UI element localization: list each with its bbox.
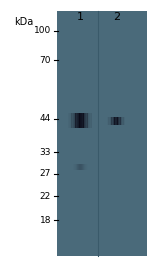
Bar [78, 113, 79, 128]
Bar [109, 117, 110, 125]
Bar [74, 164, 75, 170]
Bar [77, 113, 78, 128]
Bar [89, 113, 90, 128]
Bar [75, 113, 76, 128]
Bar [120, 117, 121, 125]
Bar [84, 113, 85, 128]
Bar [124, 117, 125, 125]
Text: 22: 22 [40, 192, 51, 201]
Text: kDa: kDa [14, 17, 33, 27]
Text: 100: 100 [34, 26, 51, 35]
Bar [82, 164, 83, 170]
Bar [115, 117, 116, 125]
Bar [83, 113, 84, 128]
Bar [114, 117, 115, 125]
Bar [87, 113, 88, 128]
Bar [112, 117, 113, 125]
Bar [70, 113, 71, 128]
Bar [71, 113, 72, 128]
Text: 44: 44 [40, 114, 51, 123]
Text: 33: 33 [39, 148, 51, 157]
Bar [81, 113, 82, 128]
Bar [118, 117, 119, 125]
Bar [69, 113, 70, 128]
Bar [75, 164, 76, 170]
Bar [82, 113, 83, 128]
Bar [74, 113, 75, 128]
Text: 2: 2 [113, 12, 120, 22]
Bar [85, 113, 86, 128]
Bar [83, 164, 84, 170]
Bar [72, 113, 73, 128]
Bar [71, 113, 72, 128]
Bar [117, 117, 118, 125]
Bar [111, 117, 112, 125]
Bar [81, 164, 82, 170]
Bar [90, 113, 91, 128]
Bar [76, 113, 77, 128]
Bar [108, 117, 109, 125]
Bar [85, 164, 86, 170]
Bar [57, 11, 147, 256]
Text: 18: 18 [39, 216, 51, 225]
Bar [76, 164, 77, 170]
Bar [110, 117, 111, 125]
Bar [121, 117, 122, 125]
Bar [88, 113, 89, 128]
Bar [78, 164, 79, 170]
Bar [107, 117, 108, 125]
Text: 1: 1 [77, 12, 84, 22]
Bar [117, 117, 118, 125]
Bar [123, 117, 124, 125]
Bar [114, 117, 115, 125]
Bar [123, 117, 124, 125]
Bar [68, 113, 69, 128]
Bar [83, 113, 84, 128]
Bar [122, 117, 123, 125]
Bar [86, 164, 87, 170]
Bar [87, 164, 88, 170]
Bar [91, 113, 92, 128]
Text: 70: 70 [39, 56, 51, 65]
Bar [79, 164, 80, 170]
Bar [86, 113, 87, 128]
Bar [120, 117, 121, 125]
Bar [73, 164, 74, 170]
Bar [73, 113, 74, 128]
Text: 27: 27 [40, 169, 51, 178]
Bar [75, 113, 76, 128]
Bar [87, 113, 88, 128]
Bar [108, 117, 109, 125]
Bar [116, 117, 117, 125]
Bar [84, 164, 85, 170]
Bar [80, 113, 81, 128]
Bar [79, 113, 80, 128]
Bar [77, 164, 78, 170]
Bar [80, 164, 81, 170]
Bar [119, 117, 120, 125]
Bar [113, 117, 114, 125]
Bar [111, 117, 112, 125]
